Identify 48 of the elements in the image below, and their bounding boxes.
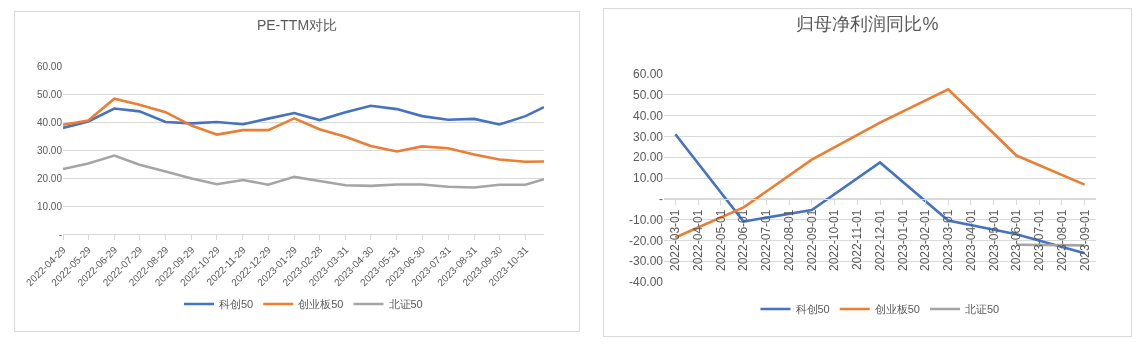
y-tick-label: -40.00: [628, 275, 664, 290]
y-tick-label: -: [659, 192, 663, 206]
x-tick-label: 2022-06-01: [736, 209, 751, 271]
line-series: [63, 154, 544, 189]
line-series: [63, 97, 544, 164]
x-tick-label: 2023-09-01: [1077, 209, 1092, 271]
x-tick-label: 2023-06-01: [1009, 209, 1024, 271]
y-tick-label: 60.00: [632, 67, 664, 82]
chart-title: 归母净利润同比%: [796, 13, 939, 34]
y-tick-label: 10.00: [36, 200, 63, 212]
x-tick-label: 2022-11-01: [850, 209, 865, 271]
y-tick-label: -: [58, 228, 62, 240]
legend-label: 创业板50: [874, 303, 920, 316]
x-tick-label: 2023-02-01: [918, 209, 933, 271]
y-tick-label: 40.00: [632, 108, 664, 123]
x-tick-label: 2023-01-01: [895, 209, 910, 271]
chart-title: PE-TTM对比: [256, 16, 338, 33]
x-tick-label: 2022-08-01: [781, 209, 796, 271]
y-tick-label: 40.00: [36, 116, 63, 128]
y-tick-label: 30.00: [632, 129, 664, 144]
legend-label: 北证50: [388, 298, 423, 311]
x-tick-label: 2022-10-01: [827, 209, 842, 271]
y-tick-label: 50.00: [36, 88, 63, 100]
y-tick-label: 20.00: [36, 172, 63, 184]
x-tick-label: 2022-12-01: [872, 209, 887, 271]
legend-label: 科创50: [219, 298, 254, 311]
x-tick-label: 2022-03-01: [668, 209, 683, 271]
x-tick-label: 2022-09-01: [804, 209, 819, 271]
y-tick-label: 10.00: [632, 171, 664, 186]
y-tick-label: -10.00: [628, 212, 664, 227]
x-tick-label: 2023-08-01: [1054, 209, 1069, 271]
x-tick-label: 2023-04-01: [963, 209, 978, 271]
y-tick-label: -30.00: [628, 254, 664, 269]
x-tick-label: 2023-05-01: [986, 209, 1001, 271]
y-tick-label: -20.00: [628, 233, 664, 248]
y-tick-label: 60.00: [36, 60, 63, 72]
x-tick-label: 2022-05-01: [713, 209, 728, 271]
x-tick-label: 2022-07-01: [759, 209, 774, 271]
x-tick-label: 2023-03-01: [941, 209, 956, 271]
y-tick-label: 20.00: [632, 150, 664, 165]
legend-label: 北证50: [965, 303, 1000, 316]
y-tick-label: 30.00: [36, 144, 63, 156]
legend-label: 创业板50: [298, 298, 344, 311]
x-tick-label: 2022-04-01: [691, 209, 706, 271]
y-tick-label: 50.00: [632, 88, 664, 102]
legend-label: 科创50: [795, 303, 830, 316]
x-tick-label: 2023-07-01: [1032, 209, 1047, 271]
line-series: [63, 104, 544, 130]
